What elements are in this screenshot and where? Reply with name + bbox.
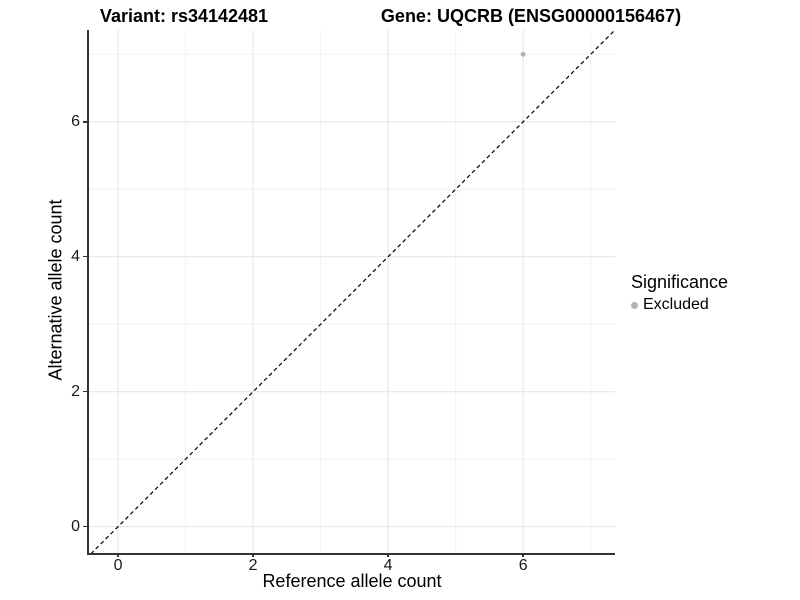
chart-canvas bbox=[89, 30, 615, 553]
y-tick-label: 6 bbox=[71, 112, 80, 130]
identity-line bbox=[90, 30, 615, 553]
plot-panel bbox=[87, 30, 615, 555]
x-axis-label: Reference allele count bbox=[262, 571, 442, 591]
y-tick-mark bbox=[83, 525, 87, 528]
x-tick-label: 4 bbox=[383, 557, 393, 574]
y-tick-label: 2 bbox=[71, 382, 80, 400]
x-tick-mark bbox=[252, 553, 254, 557]
legend-title: Significance bbox=[631, 272, 729, 292]
y-tick-label: 0 bbox=[71, 517, 80, 535]
x-tick-mark bbox=[387, 553, 389, 557]
y-tick-mark bbox=[83, 255, 87, 258]
x-tick-label: 0 bbox=[113, 557, 123, 574]
legend-item-excluded: Excluded bbox=[631, 296, 728, 314]
data-point bbox=[520, 51, 526, 57]
y-tick-mark bbox=[83, 121, 87, 123]
legend: Significance Excluded bbox=[631, 272, 728, 314]
x-tick-mark bbox=[522, 553, 524, 557]
plot-title-gene: Gene: UQCRB (ENSG00000156467) bbox=[380, 6, 682, 26]
x-tick-mark bbox=[117, 553, 119, 557]
y-axis-label: Alternative allele count bbox=[45, 199, 66, 381]
plot-title-variant: Variant: rs34142481 bbox=[99, 6, 269, 26]
x-tick-label: 6 bbox=[518, 557, 528, 574]
y-tick-label: 4 bbox=[71, 247, 80, 265]
x-tick-label: 2 bbox=[248, 557, 258, 574]
legend-item-label: Excluded bbox=[643, 296, 709, 313]
y-tick-mark bbox=[83, 390, 87, 393]
legend-point-icon bbox=[631, 301, 638, 309]
